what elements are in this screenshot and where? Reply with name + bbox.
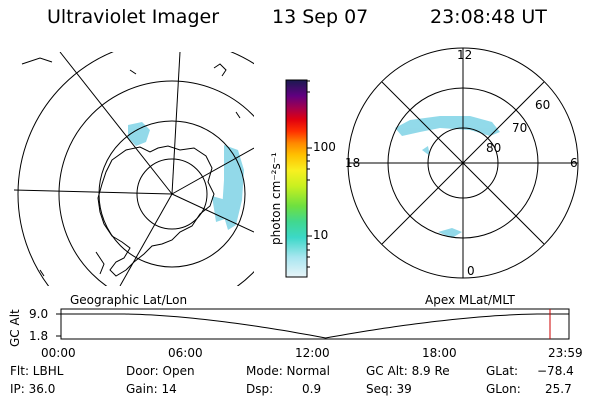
coastline-fragments — [21, 57, 241, 277]
status-glat-value: −78.4 — [537, 364, 574, 378]
mlt-label-midnight: 0 — [467, 264, 475, 278]
color-scale-ticks — [307, 80, 312, 268]
status-dsp-label: Dsp: — [246, 382, 274, 396]
mlt-label-dusk: 18 — [345, 156, 361, 170]
geographic-caption: Geographic Lat/Lon — [70, 293, 188, 307]
mlt-label-dawn: 6 — [570, 156, 578, 170]
mlat-label-60: 60 — [535, 98, 551, 112]
altitude-axis-top-value: 9.0 — [29, 307, 49, 321]
status-seq: Seq: 39 — [366, 382, 412, 396]
aurora-emission — [128, 122, 244, 230]
mlat-label-80: 80 — [486, 141, 502, 155]
time-tick-0: 00:00 — [41, 346, 76, 360]
antarctica-coastline — [97, 145, 215, 277]
status-glon-label: GLon: — [486, 382, 521, 396]
time-tick-1: 06:00 — [168, 346, 203, 360]
geographic-map — [14, 52, 254, 286]
instrument-title: Ultraviolet Imager — [47, 6, 220, 28]
altitude-axis-bottom-value: 1.8 — [29, 329, 49, 343]
date-label: 13 Sep 07 — [272, 6, 369, 28]
status-mode: Mode: Normal — [246, 364, 330, 378]
altitude-track-plot — [56, 308, 570, 340]
color-scale-tick-10: 10 — [313, 228, 329, 242]
mlt-aurora-emission — [395, 116, 500, 238]
mlat-label-70: 70 — [512, 121, 528, 135]
mlt-hour-lines — [348, 48, 578, 278]
meridian-lines — [14, 52, 254, 286]
status-glat-label: GLat: — [486, 364, 519, 378]
status-door: Door: Open — [126, 364, 195, 378]
color-scale-unit-label: photon cm⁻²s⁻¹ — [269, 152, 283, 245]
status-gc-alt: GC Alt: 8.9 Re — [366, 364, 450, 378]
status-gain: Gain: 14 — [126, 382, 177, 396]
time-tick-3: 18:00 — [422, 346, 457, 360]
mlt-label-noon: 12 — [457, 48, 473, 62]
altitude-axis-label: GC Alt — [8, 309, 22, 347]
altitude-axis-ticks — [56, 313, 61, 337]
color-scale-bar — [285, 79, 308, 278]
mlt-polar-plot — [347, 47, 579, 279]
time-tick-4: 23:59 — [548, 346, 583, 360]
color-scale-tick-100: 100 — [313, 140, 336, 154]
apex-caption: Apex MLat/MLT — [425, 293, 515, 307]
status-ip: IP: 36.0 — [10, 382, 56, 396]
time-label: 23:08:48 UT — [430, 6, 547, 28]
time-tick-2: 12:00 — [295, 346, 330, 360]
status-filter: Flt: LBHL — [10, 364, 64, 378]
status-dsp-value: 0.9 — [302, 382, 322, 396]
status-glon-value: 25.7 — [545, 382, 572, 396]
